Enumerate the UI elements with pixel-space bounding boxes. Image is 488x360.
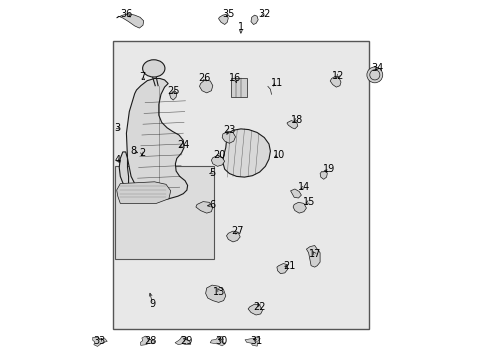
Polygon shape	[306, 246, 320, 267]
Text: 35: 35	[222, 9, 234, 19]
Text: 6: 6	[208, 200, 215, 210]
Text: 15: 15	[303, 197, 315, 207]
Text: 16: 16	[229, 73, 241, 84]
Text: 34: 34	[371, 63, 383, 73]
Text: 1: 1	[237, 22, 244, 32]
Polygon shape	[329, 76, 340, 87]
Text: 23: 23	[223, 125, 235, 135]
Text: 25: 25	[166, 86, 179, 96]
Text: 17: 17	[308, 249, 320, 259]
Polygon shape	[126, 78, 187, 200]
Polygon shape	[199, 80, 212, 93]
Polygon shape	[286, 121, 297, 129]
Text: 30: 30	[215, 336, 227, 346]
Polygon shape	[222, 131, 235, 143]
Text: 21: 21	[283, 261, 295, 271]
Text: 19: 19	[322, 164, 335, 174]
Polygon shape	[117, 182, 170, 203]
Polygon shape	[210, 336, 225, 346]
Polygon shape	[244, 337, 260, 346]
Polygon shape	[175, 336, 190, 345]
Polygon shape	[169, 91, 177, 100]
Polygon shape	[205, 285, 225, 302]
Text: 33: 33	[94, 336, 106, 346]
Polygon shape	[250, 15, 258, 24]
Polygon shape	[276, 264, 287, 274]
Polygon shape	[93, 337, 107, 346]
Text: 12: 12	[331, 71, 344, 81]
Text: 18: 18	[290, 114, 302, 125]
Circle shape	[366, 67, 382, 83]
Polygon shape	[119, 152, 128, 187]
Bar	[113, 41, 368, 329]
Text: 28: 28	[143, 336, 156, 346]
Text: 27: 27	[230, 226, 243, 236]
Text: 20: 20	[213, 150, 225, 160]
Text: 29: 29	[180, 336, 192, 346]
Text: 31: 31	[249, 336, 262, 346]
Polygon shape	[320, 170, 326, 179]
Polygon shape	[211, 156, 224, 166]
Polygon shape	[196, 202, 212, 213]
Polygon shape	[140, 336, 155, 345]
Text: 22: 22	[253, 302, 265, 312]
Text: 5: 5	[208, 168, 215, 178]
Text: 26: 26	[198, 73, 210, 84]
Polygon shape	[223, 129, 270, 177]
Text: 11: 11	[270, 78, 283, 88]
Text: 7: 7	[139, 72, 145, 82]
Polygon shape	[247, 304, 262, 315]
Ellipse shape	[142, 60, 164, 77]
Polygon shape	[117, 14, 143, 28]
Text: 32: 32	[258, 9, 270, 19]
Bar	[115, 166, 213, 259]
Text: 24: 24	[177, 140, 189, 150]
Polygon shape	[292, 202, 306, 213]
Polygon shape	[218, 14, 228, 24]
Text: 10: 10	[272, 150, 284, 160]
Text: 14: 14	[297, 182, 309, 192]
Polygon shape	[290, 189, 301, 198]
Text: 3: 3	[115, 123, 121, 133]
Text: 4: 4	[115, 155, 121, 165]
Text: 36: 36	[120, 9, 132, 19]
Polygon shape	[226, 231, 240, 242]
Text: 8: 8	[130, 146, 137, 156]
Text: 2: 2	[139, 148, 145, 158]
Text: 9: 9	[149, 299, 156, 309]
Bar	[230, 78, 246, 97]
Text: 13: 13	[213, 287, 225, 297]
